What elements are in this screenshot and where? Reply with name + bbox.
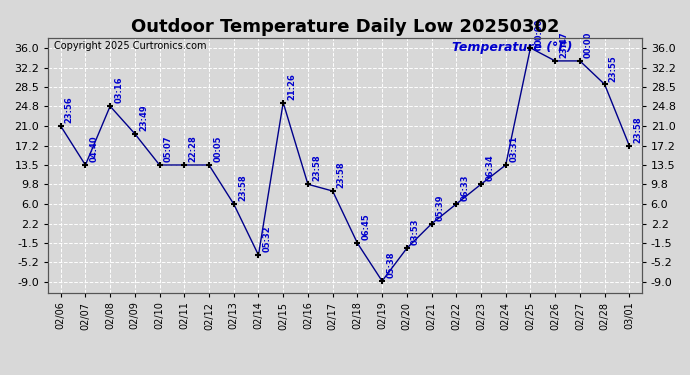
Text: 06:45: 06:45 — [362, 213, 371, 240]
Text: 23:58: 23:58 — [312, 155, 321, 182]
Text: 05:07: 05:07 — [164, 136, 172, 162]
Text: Temperature (°F): Temperature (°F) — [452, 41, 572, 54]
Text: 23:58: 23:58 — [337, 162, 346, 188]
Text: 03:16: 03:16 — [115, 77, 124, 104]
Text: 05:38: 05:38 — [386, 252, 395, 278]
Text: 06:33: 06:33 — [460, 175, 469, 201]
Text: 23:49: 23:49 — [139, 104, 148, 131]
Text: 04:40: 04:40 — [90, 136, 99, 162]
Text: 00:00: 00:00 — [584, 32, 593, 58]
Title: Outdoor Temperature Daily Low 20250302: Outdoor Temperature Daily Low 20250302 — [130, 18, 560, 36]
Text: 23:47: 23:47 — [560, 32, 569, 58]
Text: 00:05: 00:05 — [213, 136, 222, 162]
Text: 21:26: 21:26 — [287, 73, 296, 100]
Text: 23:56: 23:56 — [65, 96, 74, 123]
Text: 03:31: 03:31 — [510, 136, 519, 162]
Text: 03:53: 03:53 — [411, 219, 420, 246]
Text: 23:58: 23:58 — [238, 175, 247, 201]
Text: 22:28: 22:28 — [188, 135, 197, 162]
Text: 05:32: 05:32 — [263, 226, 272, 252]
Text: Copyright 2025 Curtronics.com: Copyright 2025 Curtronics.com — [55, 41, 207, 51]
Text: 00:00: 00:00 — [535, 19, 544, 45]
Text: 06:34: 06:34 — [485, 155, 494, 182]
Text: 05:39: 05:39 — [435, 195, 444, 221]
Text: 23:58: 23:58 — [633, 116, 642, 143]
Text: 23:55: 23:55 — [609, 55, 618, 81]
